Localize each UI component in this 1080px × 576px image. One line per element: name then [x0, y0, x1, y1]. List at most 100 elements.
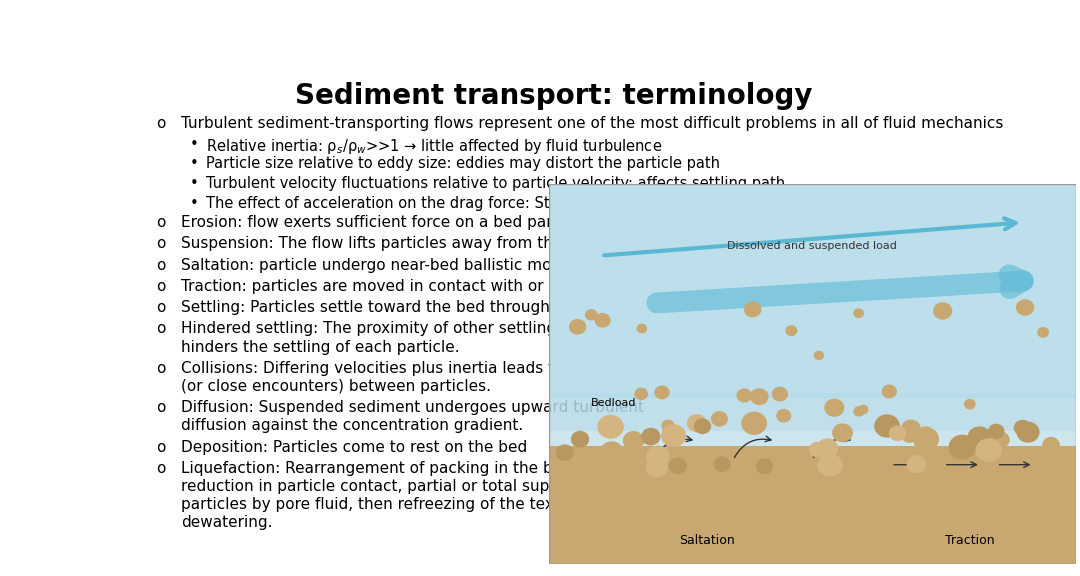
Circle shape: [598, 415, 623, 438]
FancyArrowPatch shape: [604, 218, 1015, 255]
Text: o: o: [156, 215, 165, 230]
Text: o: o: [156, 257, 165, 272]
Text: Particle size relative to eddy size: eddies may distort the particle path: Particle size relative to eddy size: edd…: [206, 157, 720, 172]
Circle shape: [993, 432, 1009, 448]
Circle shape: [777, 410, 791, 422]
Circle shape: [890, 426, 905, 441]
Text: particles by pore fluid, then refreezing of the texture by: particles by pore fluid, then refreezing…: [181, 497, 609, 512]
Circle shape: [1043, 438, 1059, 452]
Circle shape: [642, 429, 660, 445]
Text: Diffusion: Suspended sediment undergoes upward turbulent: Diffusion: Suspended sediment undergoes …: [181, 400, 644, 415]
Text: Sediment transport: terminology: Sediment transport: terminology: [295, 82, 812, 111]
Text: reduction in particle contact, partial or total support of: reduction in particle contact, partial o…: [181, 479, 600, 494]
Circle shape: [914, 428, 939, 450]
FancyBboxPatch shape: [549, 184, 1076, 398]
Circle shape: [902, 429, 917, 442]
Circle shape: [635, 388, 647, 400]
Circle shape: [833, 424, 852, 442]
Text: Relative inertia: ρ$_s$/ρ$_w$>>1 → little affected by fluid turbulence: Relative inertia: ρ$_s$/ρ$_w$>>1 → littl…: [206, 137, 662, 156]
Circle shape: [786, 326, 797, 335]
Circle shape: [690, 451, 705, 465]
Text: •: •: [189, 176, 198, 191]
Circle shape: [814, 351, 823, 359]
Circle shape: [854, 407, 864, 416]
Circle shape: [995, 448, 1009, 460]
Text: Erosion: flow exerts sufficient force on a bed particle to set it into motion.: Erosion: flow exerts sufficient force on…: [181, 215, 746, 230]
Circle shape: [654, 386, 669, 399]
Text: Turbulent sediment-transporting flows represent one of the most difficult proble: Turbulent sediment-transporting flows re…: [181, 116, 1003, 131]
Circle shape: [585, 310, 597, 320]
Text: •: •: [189, 157, 198, 172]
Circle shape: [662, 420, 674, 431]
Circle shape: [859, 406, 867, 414]
Circle shape: [772, 387, 787, 401]
Text: (or close encounters) between particles.: (or close encounters) between particles.: [181, 379, 491, 394]
Circle shape: [1016, 300, 1034, 315]
Text: Traction: particles are moved in contact with or close to the bed by fluid force: Traction: particles are moved in contact…: [181, 279, 785, 294]
Circle shape: [751, 389, 768, 404]
Text: Hindered settling: The proximity of other settling particles: Hindered settling: The proximity of othe…: [181, 321, 627, 336]
Circle shape: [756, 459, 772, 473]
Circle shape: [744, 302, 760, 317]
Circle shape: [949, 435, 975, 459]
Circle shape: [714, 457, 730, 471]
Circle shape: [964, 400, 975, 409]
Circle shape: [825, 399, 843, 416]
FancyBboxPatch shape: [549, 184, 1076, 446]
Text: o: o: [156, 461, 165, 476]
Circle shape: [882, 385, 896, 397]
Circle shape: [647, 446, 670, 466]
Circle shape: [934, 303, 951, 319]
Text: Collisions: Differing velocities plus inertia leads to collisions: Collisions: Differing velocities plus in…: [181, 361, 638, 376]
Text: Saltation: Saltation: [679, 534, 734, 547]
Text: Settling: Particles settle toward the bed through the surrounding fluid.: Settling: Particles settle toward the be…: [181, 300, 719, 315]
Circle shape: [623, 431, 644, 450]
Circle shape: [647, 458, 667, 477]
Text: Turbulent velocity fluctuations relative to particle velocity: affects settling : Turbulent velocity fluctuations relative…: [206, 176, 785, 191]
FancyBboxPatch shape: [549, 446, 1076, 564]
Circle shape: [818, 454, 842, 476]
Circle shape: [637, 324, 647, 333]
Text: hinders the settling of each particle.: hinders the settling of each particle.: [181, 340, 460, 355]
Circle shape: [907, 456, 926, 472]
Circle shape: [712, 412, 727, 426]
Text: •: •: [189, 137, 198, 152]
Circle shape: [810, 442, 825, 457]
Circle shape: [694, 419, 711, 434]
Circle shape: [569, 320, 585, 334]
Circle shape: [688, 415, 705, 431]
Text: diffusion against the concentration gradient.: diffusion against the concentration grad…: [181, 418, 524, 433]
Circle shape: [662, 425, 686, 446]
Circle shape: [976, 439, 1001, 461]
Circle shape: [1014, 420, 1030, 435]
Circle shape: [988, 425, 1003, 438]
Text: o: o: [156, 400, 165, 415]
Circle shape: [875, 415, 900, 437]
Text: Traction: Traction: [945, 534, 995, 547]
Circle shape: [670, 458, 686, 473]
Circle shape: [919, 427, 932, 439]
Circle shape: [818, 439, 838, 457]
Circle shape: [1017, 422, 1039, 442]
Text: Liquefaction: Rearrangement of packing in the bed leads to: Liquefaction: Rearrangement of packing i…: [181, 461, 638, 476]
Circle shape: [738, 389, 752, 401]
Text: Saltation: particle undergo near-bed ballistic movement, largely unaffected by t: Saltation: particle undergo near-bed bal…: [181, 257, 870, 272]
Circle shape: [742, 412, 767, 434]
Text: o: o: [156, 236, 165, 251]
Text: Dissolved and suspended load: Dissolved and suspended load: [727, 241, 897, 251]
Circle shape: [600, 442, 623, 461]
Text: o: o: [156, 439, 165, 454]
Text: o: o: [156, 321, 165, 336]
Text: o: o: [156, 279, 165, 294]
Circle shape: [1038, 328, 1049, 337]
Text: Bedload: Bedload: [591, 398, 636, 408]
Text: dewatering.: dewatering.: [181, 515, 272, 530]
Circle shape: [968, 427, 990, 448]
Text: o: o: [156, 361, 165, 376]
Circle shape: [595, 314, 610, 327]
Circle shape: [902, 420, 920, 437]
Text: Deposition: Particles come to rest on the bed: Deposition: Particles come to rest on th…: [181, 439, 527, 454]
FancyBboxPatch shape: [549, 393, 1076, 431]
Circle shape: [556, 445, 573, 460]
Text: •: •: [189, 195, 198, 210]
